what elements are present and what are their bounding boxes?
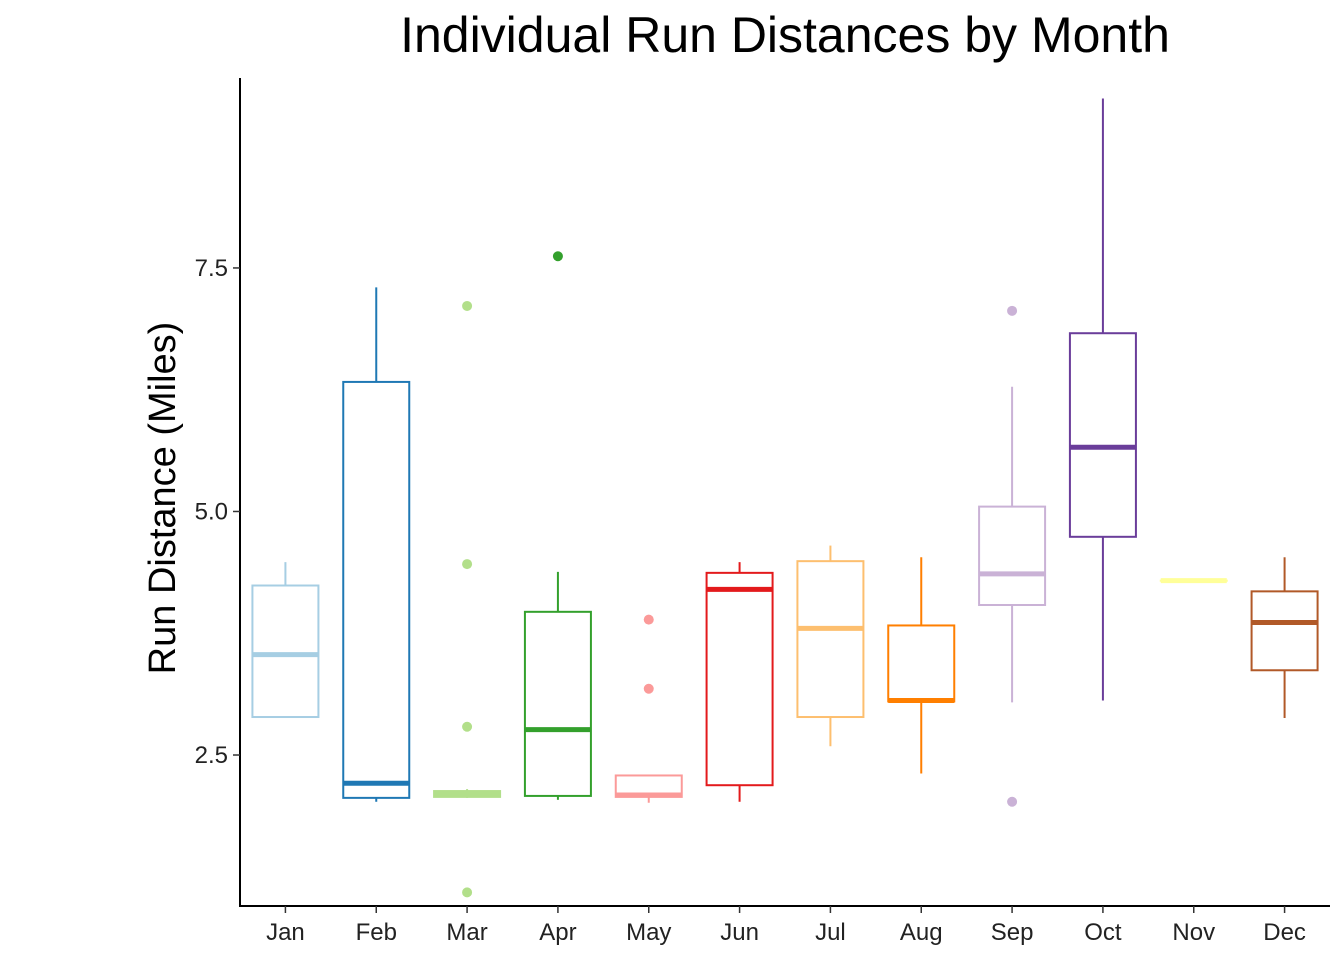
iqr-box: [523, 610, 592, 797]
outlier-point: [462, 559, 473, 570]
box-jan: [251, 562, 320, 719]
box-apr: [523, 251, 592, 800]
iqr-box: [342, 380, 411, 799]
iqr-box: [1250, 590, 1319, 672]
iqr-box: [251, 584, 320, 719]
outlier-point: [462, 887, 473, 898]
box-oct: [1068, 98, 1137, 701]
outlier-point: [462, 721, 473, 732]
outlier-point: [462, 300, 473, 311]
box-mar: [433, 300, 502, 898]
iqr-box: [1068, 332, 1137, 538]
iqr-box: [887, 624, 956, 703]
x-tick-label: Feb: [356, 919, 397, 946]
box-sep: [978, 305, 1047, 807]
x-tick-label: Jun: [720, 919, 759, 946]
iqr-box: [796, 560, 865, 719]
chart-title: Individual Run Distances by Month: [400, 7, 1170, 63]
x-tick-label: Oct: [1084, 919, 1122, 946]
box-feb: [342, 287, 411, 802]
x-tick-label: Aug: [900, 919, 943, 946]
y-tick-label: 7.5: [195, 255, 228, 282]
x-tick-label: Dec: [1263, 919, 1306, 946]
x-tick-label: Sep: [991, 919, 1034, 946]
box-jul: [796, 545, 865, 747]
outlier-point: [552, 251, 563, 262]
outlier-point: [1007, 796, 1018, 807]
x-tick-label: Nov: [1172, 919, 1215, 946]
plot-area: [251, 98, 1319, 898]
outlier-point: [643, 614, 654, 625]
box-may: [614, 614, 683, 803]
x-tick-label: Apr: [539, 919, 576, 946]
y-tick-label: 5.0: [195, 498, 228, 525]
x-tick-label: Mar: [446, 919, 487, 946]
x-tick-label: Jul: [815, 919, 846, 946]
y-axis-title: Run Distance (Miles): [142, 322, 184, 675]
outlier-point: [643, 683, 654, 694]
y-tick-label: 2.5: [195, 742, 228, 769]
x-tick-label: May: [626, 919, 671, 946]
box-aug: [887, 557, 956, 774]
iqr-box: [978, 505, 1047, 606]
axes: 2.5 5.0 7.5 Jan Feb Mar Apr May Jun Jul Aug Sep Oct N…: [195, 255, 1306, 946]
iqr-box: [705, 571, 774, 787]
outlier-point: [1007, 305, 1018, 316]
box-dec: [1250, 557, 1319, 718]
x-tick-label: Jan: [266, 919, 305, 946]
box-jun: [705, 562, 774, 802]
